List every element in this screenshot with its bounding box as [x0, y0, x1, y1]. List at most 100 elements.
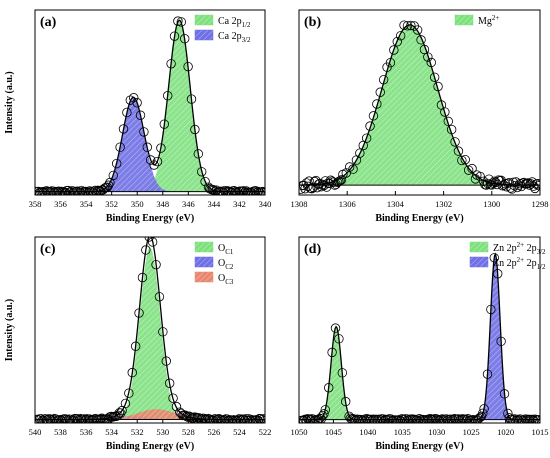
panel-d: 1050 1045 1040 1035 1030 1025 1020 1015 Binding … — [291, 236, 549, 452]
data-point — [82, 414, 92, 423]
data-point — [374, 414, 384, 423]
data-point — [307, 183, 317, 194]
data-point — [171, 401, 182, 412]
x-tick-label: 1030 — [428, 427, 445, 437]
data-point — [355, 148, 365, 158]
x-tick-label: 1035 — [394, 427, 411, 437]
panel-label: (d) — [304, 242, 321, 257]
data-point — [391, 415, 402, 423]
data-point — [247, 187, 257, 195]
data-point — [375, 87, 385, 97]
data-point — [208, 415, 219, 423]
data-point — [256, 414, 265, 423]
data-point — [128, 93, 139, 103]
data-point — [132, 98, 142, 108]
data-point — [115, 142, 125, 152]
data-point — [407, 414, 418, 423]
data-point — [72, 186, 83, 195]
data-point — [432, 414, 442, 423]
data-point — [308, 414, 318, 423]
x-tick-label: 348 — [156, 199, 169, 209]
data-point — [125, 95, 136, 105]
data-point — [152, 156, 163, 167]
x-tick-label: 1304 — [387, 199, 405, 209]
data-point — [127, 367, 137, 378]
panel-b: 1308 1306 1304 1302 1300 1298 Binding Energy (… — [291, 9, 549, 224]
data-point — [253, 186, 264, 195]
data-point — [363, 414, 373, 423]
legend-label: OC2 — [218, 258, 234, 271]
data-point — [451, 414, 461, 423]
x-tick-label: 538 — [54, 427, 67, 437]
data-point — [258, 414, 265, 423]
data-point — [151, 259, 161, 270]
x-tick-label: 530 — [156, 427, 169, 437]
data-point — [169, 31, 180, 41]
data-point — [335, 175, 345, 186]
data-point — [507, 414, 517, 423]
data-point — [115, 408, 126, 418]
x-tick-label: 356 — [54, 199, 67, 209]
data-point — [416, 35, 426, 45]
data-point — [239, 415, 250, 423]
data-point — [532, 179, 540, 189]
data-point — [193, 149, 204, 159]
data-point — [441, 414, 451, 423]
data-point — [45, 414, 56, 423]
x-tick-label: 534 — [105, 427, 119, 437]
y-axis-label: Intensity (a.u.) — [4, 71, 15, 134]
data-point — [481, 180, 492, 190]
data-point — [36, 414, 46, 423]
data-point — [162, 90, 173, 101]
data-point — [336, 175, 347, 185]
x-tick-label: 1045 — [325, 427, 342, 437]
data-point — [66, 414, 76, 423]
data-point — [418, 414, 429, 423]
data-point — [411, 415, 422, 423]
data-point — [142, 142, 153, 152]
legend-label: Ca 2p3/2 — [218, 31, 251, 44]
data-point — [137, 272, 148, 283]
data-point — [161, 356, 171, 366]
data-point — [154, 292, 165, 302]
x-tick-label: 1300 — [483, 199, 500, 209]
panel-label: (c) — [40, 242, 56, 257]
data-point — [118, 124, 129, 134]
data-point — [530, 414, 540, 423]
x-tick-label: 340 — [259, 199, 272, 209]
x-tick-label: 358 — [29, 199, 42, 209]
data-point — [534, 180, 540, 191]
data-point — [386, 414, 396, 423]
data-point — [424, 414, 434, 423]
x-tick-label: 536 — [80, 427, 93, 437]
x-axis-label: Binding Energy (eV) — [375, 441, 463, 452]
x-axis-label: Binding Energy (eV) — [106, 441, 194, 452]
panel-a: 358 356 354 352 350 348 346 344 342 340 Binding En… — [4, 9, 272, 224]
data-point — [468, 414, 478, 423]
data-point — [253, 415, 263, 423]
data-point — [64, 414, 75, 423]
data-point — [134, 308, 144, 318]
data-point — [365, 121, 375, 131]
data-point — [489, 253, 500, 263]
plot-frame — [298, 236, 541, 424]
data-point — [522, 178, 532, 189]
data-point — [242, 415, 253, 423]
data-point — [368, 414, 379, 423]
data-point — [334, 176, 344, 187]
data-point — [158, 327, 168, 337]
data-point — [370, 415, 380, 423]
data-point — [305, 414, 316, 423]
x-tick-label: 352 — [105, 199, 118, 209]
data-point — [55, 415, 65, 423]
data-point — [368, 111, 379, 121]
x-tick-label: 540 — [29, 427, 42, 437]
data-point — [246, 414, 257, 423]
data-point — [443, 116, 453, 127]
data-point — [453, 146, 464, 156]
data-point — [173, 16, 183, 26]
data-point — [68, 415, 79, 423]
data-point — [64, 187, 75, 195]
data-point — [311, 415, 321, 423]
